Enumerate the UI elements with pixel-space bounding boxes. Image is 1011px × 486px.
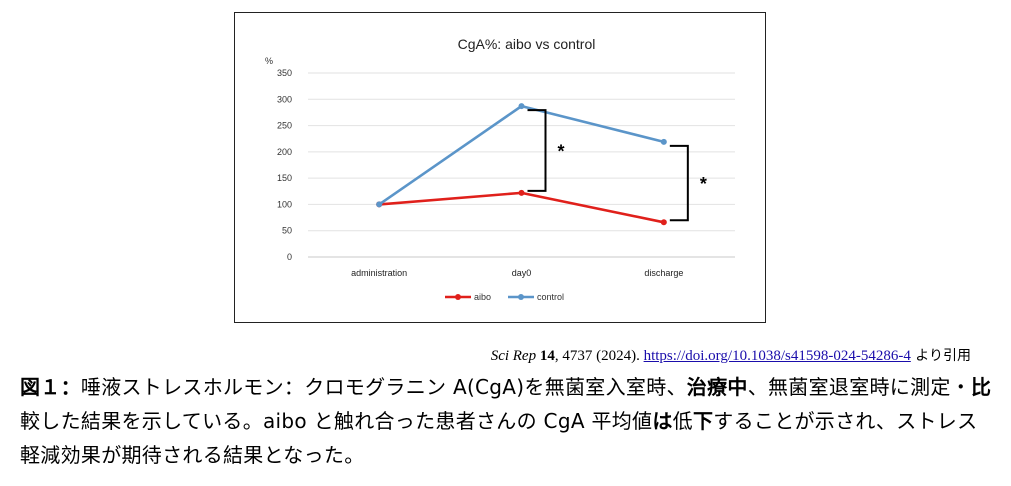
significance-bracket xyxy=(669,144,689,222)
caption-bold1: 治療中 xyxy=(686,375,748,399)
citation-rest: , 4737 (2024). xyxy=(554,348,644,364)
legend-label-control: control xyxy=(537,292,564,302)
y-tick-label: 50 xyxy=(282,226,292,236)
significance-marker: * xyxy=(558,141,565,161)
caption-bold2: 比 xyxy=(971,375,992,399)
legend-label-aibo: aibo xyxy=(474,292,491,302)
figure-caption: 図１：唾液ストレスホルモン：クロモグラニン A(CgA)を無菌室入室時、治療中、… xyxy=(20,370,995,472)
citation-suffix: より引用 xyxy=(910,348,971,364)
citation: Sci Rep 14, 4737 (2024). https://doi.org… xyxy=(491,345,971,365)
y-axis-label: % xyxy=(265,56,273,66)
series-line-aibo xyxy=(379,191,665,224)
caption-part5: することが示され、ストレス軽減効果が期待される結果となった。 xyxy=(20,409,978,467)
significance-bracket xyxy=(527,109,547,192)
x-tick-label: day0 xyxy=(512,268,532,278)
x-tick-label: discharge xyxy=(644,268,683,278)
y-tick-label: 200 xyxy=(277,147,292,157)
data-point-control xyxy=(518,103,525,110)
chart-title: CgA%: aibo vs control xyxy=(458,36,596,52)
caption-part2: 、無菌室退室時に測定・ xyxy=(747,375,972,399)
caption-label: 図１： xyxy=(20,375,81,399)
citation-volume: 14 xyxy=(539,348,555,364)
y-tick-label: 350 xyxy=(277,68,292,78)
caption-part4: 低 xyxy=(672,409,693,433)
caption-bold4: 下 xyxy=(692,409,714,433)
data-point-control xyxy=(660,138,667,145)
y-tick-label: 250 xyxy=(277,121,292,131)
y-tick-label: 150 xyxy=(277,173,292,183)
y-tick-label: 100 xyxy=(277,199,292,209)
citation-journal: Sci Rep xyxy=(490,348,537,364)
data-point-aibo xyxy=(518,189,525,196)
legend-marker-control xyxy=(518,294,524,300)
y-tick-label: 300 xyxy=(277,94,292,104)
series-line-control xyxy=(378,104,665,206)
caption-bold3: は xyxy=(652,409,673,433)
data-point-aibo xyxy=(660,219,667,226)
x-tick-label: administration xyxy=(351,268,407,278)
data-point-control xyxy=(376,201,383,208)
significance-marker: * xyxy=(700,174,707,194)
y-tick-label: 0 xyxy=(287,252,292,262)
legend-marker-aibo xyxy=(455,294,461,300)
doi-link[interactable]: https://doi.org/10.1038/s41598-024-54286… xyxy=(643,348,911,364)
chart-frame: CgA%: aibo vs control% 0 50 100 150 200 250 300… xyxy=(234,12,766,323)
caption-part3: 較した結果を示している。aibo と触れ合った患者さんの CgA 平均値 xyxy=(20,409,653,433)
caption-part1: 唾液ストレスホルモン：クロモグラニン A(CgA)を無菌室入室時、 xyxy=(80,375,687,399)
line-chart: CgA%: aibo vs control% 0 50 100 150 200 250 300… xyxy=(265,36,735,302)
